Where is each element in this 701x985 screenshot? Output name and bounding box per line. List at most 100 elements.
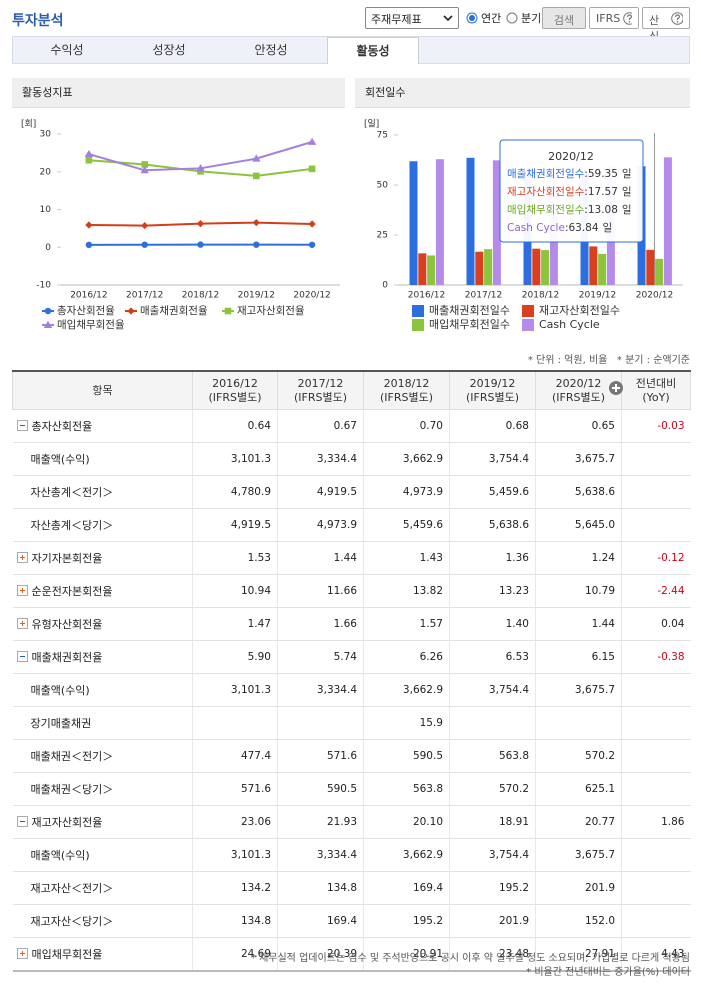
column-header: 2019/12 (IFRS별도) (449, 371, 536, 410)
marker (308, 220, 316, 228)
value-cell: 4,973.9 (277, 508, 364, 542)
legend-item[interactable]: 재고자산회전일수 (522, 303, 620, 317)
legend-item[interactable]: 매출채권회전율 (125, 305, 208, 317)
row-label-cell: 매출액(수익) (12, 838, 193, 872)
header-line: (IFRS별도) (379, 390, 434, 404)
toggle-minus[interactable] (16, 651, 28, 662)
table-row: 자산총계＜전기＞ 4,780.9 4,919.5 4,973.9 5,459.6 5,63… (12, 475, 691, 509)
row-label: 재고자산＜전기＞ (30, 882, 114, 895)
ifrs-button[interactable]: IFRS (589, 7, 639, 29)
row-label: 총자산회전율 (31, 420, 93, 433)
footnote: * 비율간 전년대비는 증가율(%) 데이터 (526, 967, 690, 978)
marker (141, 241, 148, 248)
value-cell: 3,662.9 (363, 442, 450, 476)
legend-item[interactable]: Cash Cycle (522, 318, 600, 331)
legend-item[interactable]: 매입채무회전일수 (412, 317, 510, 331)
y-axis-unit: [일] (364, 119, 379, 130)
row-label: 장기매출채권 (30, 717, 92, 730)
yoy-cell (621, 871, 691, 905)
row-label-cell: 재고자산＜전기＞ (12, 871, 193, 905)
marker (224, 307, 232, 315)
toggle-plus[interactable] (16, 552, 28, 563)
toggle-plus[interactable] (16, 585, 28, 596)
radio-icon (506, 12, 518, 24)
marker (141, 161, 148, 168)
marker (84, 149, 94, 158)
section-title: 투자분석 (12, 13, 64, 29)
row-label: 자기자본회전율 (31, 552, 103, 565)
value-cell: 0.67 (277, 409, 364, 443)
row-label-cell: 매입채무회전율 (12, 937, 193, 972)
column-header: 2016/12 (IFRS별도) (192, 371, 278, 410)
tooltip-unit: 일 (622, 203, 632, 216)
bar (655, 258, 664, 285)
marker (127, 307, 135, 315)
row-label: 유형자산회전율 (31, 618, 103, 631)
row-label: 매출채권＜당기＞ (30, 783, 114, 796)
table-row: 매출채권＜전기＞ 477.4 571.6 590.5 563.8 570.2 (12, 739, 691, 773)
value-cell: 27.91 (535, 937, 622, 972)
yoy-cell: -0.38 (621, 640, 691, 674)
tab[interactable]: 수익성 (50, 43, 84, 57)
tab[interactable]: 활동성 (327, 37, 419, 64)
value-cell: 5,638.6 (535, 475, 622, 509)
unit-notes: * 단위 : 억원, 비율 * 분기 : 순액기준 (528, 351, 690, 366)
value-cell: 0.65 (535, 409, 622, 443)
radio-quarter[interactable]: 분기 (506, 10, 541, 26)
formula-button[interactable]: 산식 (642, 7, 690, 43)
value-cell: 1.40 (449, 607, 536, 641)
y-tick-label: 0 (382, 281, 388, 291)
legend-label: 총자산회전율 (57, 305, 115, 317)
toggle-plus[interactable] (16, 948, 28, 959)
column-header: 2018/12 (IFRS별도) (363, 371, 450, 410)
value-cell: 3,334.4 (277, 442, 364, 476)
value-cell: 20.39 (277, 937, 364, 972)
marker (307, 137, 317, 145)
legend-item[interactable]: 매입채무회전율 (42, 318, 125, 331)
toggle-minus[interactable] (16, 420, 28, 431)
tooltip-sep: : (584, 168, 588, 180)
y-tick-label: -10 (36, 281, 51, 291)
header-line: (YoY) (642, 390, 670, 404)
row-label-cell: 자기자본회전율 (12, 541, 193, 575)
legend-swatch (522, 305, 534, 317)
expand-icon[interactable] (609, 380, 624, 395)
table-row: 순운전자본회전율 10.94 11.66 13.82 13.23 10.79 -2.44 (12, 574, 691, 608)
yoy-cell: -2.44 (621, 574, 691, 608)
panel-title: 회전일수 (355, 78, 690, 108)
y-tick-label: 0 (45, 243, 51, 253)
tab[interactable]: 성장성 (152, 43, 186, 57)
value-cell: 3,101.3 (192, 442, 278, 476)
column-header: 항목 (12, 371, 193, 410)
value-cell: 3,662.9 (363, 673, 450, 707)
legend-item[interactable]: 총자산회전율 (42, 305, 115, 317)
header-line: (IFRS별도) (551, 390, 606, 404)
yoy-cell (621, 475, 691, 509)
toggle-minus[interactable] (16, 816, 28, 827)
value-cell: 24.69 (192, 937, 278, 972)
marker (140, 166, 149, 174)
search-button[interactable]: 검색 (542, 7, 586, 29)
legend-item[interactable]: 재고자산회전율 (222, 305, 305, 317)
value-cell: 5,638.6 (449, 508, 536, 542)
toggle-plus[interactable] (16, 618, 28, 629)
value-cell: 5,459.6 (449, 475, 536, 509)
report-select[interactable]: 주재무제표 (365, 7, 459, 29)
value-cell: 13.23 (449, 574, 536, 608)
marker (252, 218, 260, 227)
yoy-cell (621, 442, 691, 476)
radio-annual[interactable]: 연간 (466, 10, 501, 26)
bar (541, 250, 550, 285)
legend-item[interactable]: 매출채권회전일수 (412, 303, 510, 317)
value-cell: 5,645.0 (535, 508, 622, 542)
help-icon (671, 12, 683, 25)
tooltip-sep: : (565, 222, 569, 234)
value-cell: 571.6 (277, 739, 364, 773)
marker (43, 320, 53, 328)
tab[interactable]: 안정성 (254, 43, 288, 57)
table-row: 장기매출채권 15.9 (12, 706, 691, 740)
legend-label: 재고자산회전일수 (539, 303, 620, 317)
legend-label: Cash Cycle (539, 318, 600, 331)
yoy-cell (621, 673, 691, 707)
